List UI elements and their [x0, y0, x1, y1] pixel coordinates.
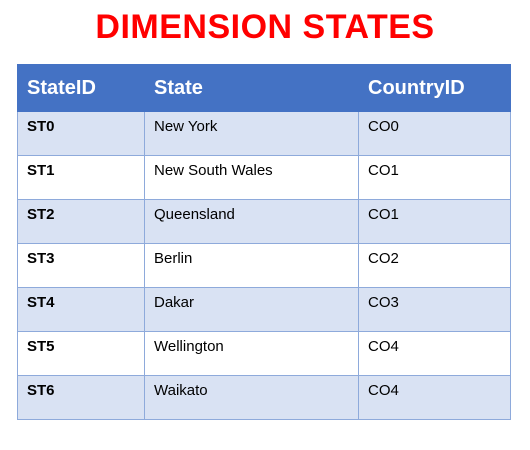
cell-countryid: CO0 [358, 111, 511, 156]
table-header: StateID State CountryID [17, 64, 511, 112]
cell-state: New York [144, 111, 359, 156]
cell-countryid: CO1 [358, 199, 511, 244]
page-title: DIMENSION STATES [95, 8, 435, 46]
cell-countryid: CO4 [358, 375, 511, 420]
cell-state: Wellington [144, 331, 359, 376]
column-header-countryid: CountryID [358, 64, 511, 112]
table-row: ST3 Berlin CO2 [17, 243, 511, 288]
table-row: ST0 New York CO0 [17, 111, 511, 156]
cell-countryid: CO1 [358, 155, 511, 200]
cell-state: Queensland [144, 199, 359, 244]
cell-state: Waikato [144, 375, 359, 420]
cell-stateid: ST6 [17, 375, 145, 420]
cell-stateid: ST5 [17, 331, 145, 376]
table-row: ST1 New South Wales CO1 [17, 155, 511, 200]
cell-countryid: CO4 [358, 331, 511, 376]
states-table: StateID State CountryID ST0 New York CO0… [17, 64, 511, 420]
cell-state: Berlin [144, 243, 359, 288]
cell-countryid: CO2 [358, 243, 511, 288]
table-row: ST2 Queensland CO1 [17, 199, 511, 244]
cell-state: New South Wales [144, 155, 359, 200]
table-body: ST0 New York CO0 ST1 New South Wales CO1… [17, 111, 511, 420]
cell-stateid: ST2 [17, 199, 145, 244]
cell-countryid: CO3 [358, 287, 511, 332]
cell-stateid: ST0 [17, 111, 145, 156]
cell-stateid: ST3 [17, 243, 145, 288]
table-row: ST6 Waikato CO4 [17, 375, 511, 420]
column-header-stateid: StateID [17, 64, 145, 112]
cell-stateid: ST4 [17, 287, 145, 332]
header-row: StateID State CountryID [17, 64, 511, 112]
column-header-state: State [144, 64, 359, 112]
table-row: ST4 Dakar CO3 [17, 287, 511, 332]
cell-stateid: ST1 [17, 155, 145, 200]
cell-state: Dakar [144, 287, 359, 332]
table-row: ST5 Wellington CO4 [17, 331, 511, 376]
